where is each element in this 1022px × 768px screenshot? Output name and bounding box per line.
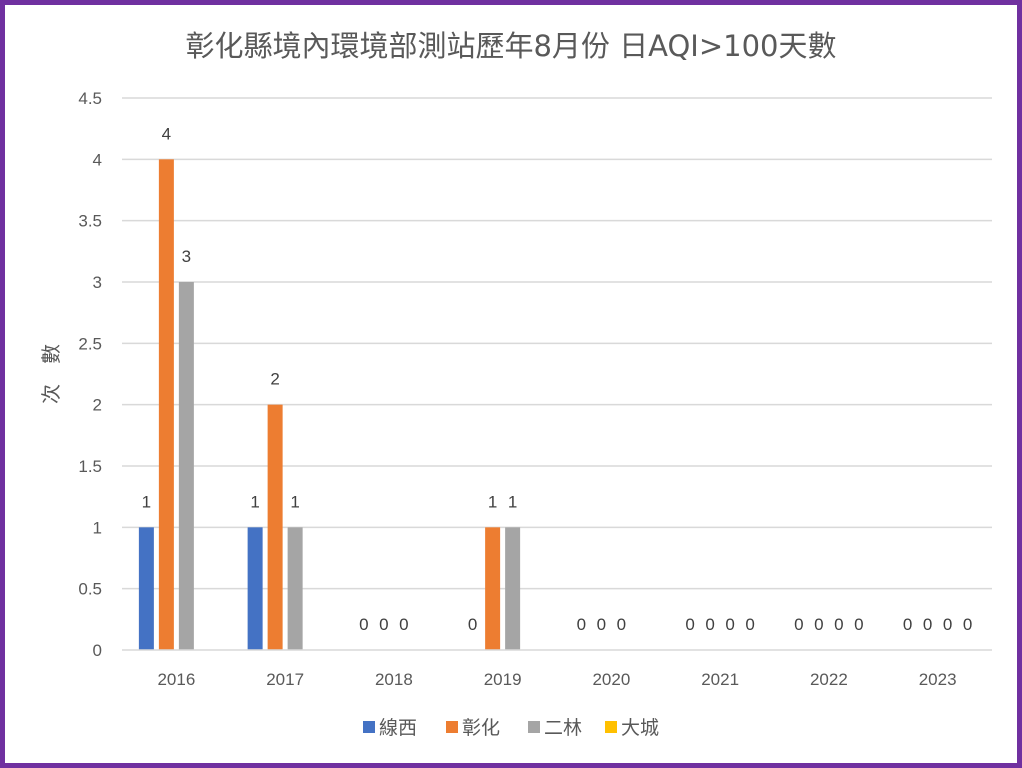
data-label: 1 <box>290 492 299 511</box>
data-label: 1 <box>508 492 517 511</box>
legend-item: 大城 <box>605 717 659 739</box>
data-label: 0 <box>597 615 606 634</box>
x-tick-label: 2018 <box>375 670 413 689</box>
x-tick-label: 2021 <box>701 670 739 689</box>
data-label: 4 <box>162 124 171 143</box>
bar <box>247 527 263 650</box>
data-label: 0 <box>705 615 714 634</box>
x-tick-label: 2016 <box>157 670 195 689</box>
data-label: 0 <box>834 615 843 634</box>
data-label: 0 <box>577 615 586 634</box>
data-label: 0 <box>794 615 803 634</box>
data-label: 0 <box>943 615 952 634</box>
legend: 線西 彰化 二林 大城 <box>363 717 659 739</box>
y-tick-label: 4 <box>93 150 102 169</box>
x-tick-label: 2022 <box>810 670 848 689</box>
data-label: 0 <box>814 615 823 634</box>
legend-label: 線西 <box>379 717 417 739</box>
data-label: 0 <box>617 615 626 634</box>
bar <box>158 159 174 651</box>
data-label: 0 <box>359 615 368 634</box>
legend-item: 彰化 <box>446 717 500 739</box>
x-tick-label: 2023 <box>919 670 957 689</box>
data-label: 0 <box>923 615 932 634</box>
y-tick-label: 0 <box>93 641 102 660</box>
x-axis-ticks: 2016 2017 2018 2019 2020 2021 2022 2023 <box>157 670 956 689</box>
data-label: 0 <box>963 615 972 634</box>
y-tick-label: 2 <box>93 396 102 415</box>
legend-swatch <box>363 721 375 733</box>
legend-swatch <box>528 721 540 733</box>
x-tick-label: 2020 <box>592 670 630 689</box>
data-label: 0 <box>399 615 408 634</box>
y-tick-label: 3.5 <box>78 212 102 231</box>
legend-item: 線西 <box>363 717 417 739</box>
data-label: 0 <box>725 615 734 634</box>
data-label: 0 <box>685 615 694 634</box>
data-label: 1 <box>488 492 497 511</box>
legend-swatch <box>446 721 458 733</box>
data-label: 0 <box>379 615 388 634</box>
bar <box>505 527 521 650</box>
bar <box>267 404 283 650</box>
chart-title: 彰化縣境內環境部測站歷年8月份 日AQI>100天數 <box>185 29 836 63</box>
legend-label: 彰化 <box>462 717 500 739</box>
data-label: 3 <box>182 247 191 266</box>
data-label: 1 <box>142 492 151 511</box>
data-label: 1 <box>250 492 259 511</box>
y-tick-label: 2.5 <box>78 334 102 353</box>
bar <box>138 527 154 650</box>
x-tick-label: 2017 <box>266 670 304 689</box>
bar <box>485 527 501 650</box>
y-axis-ticks: 0 0.5 1 1.5 2 2.5 3 3.5 4 4.5 <box>78 89 102 660</box>
bar <box>178 282 194 650</box>
data-label: 0 <box>745 615 754 634</box>
x-tick-label: 2019 <box>484 670 522 689</box>
data-label: 0 <box>903 615 912 634</box>
legend-label: 大城 <box>621 717 659 739</box>
data-label: 2 <box>270 370 279 389</box>
bar <box>287 527 303 650</box>
y-tick-label: 1.5 <box>78 457 102 476</box>
y-tick-label: 0.5 <box>78 580 102 599</box>
legend-item: 二林 <box>528 717 582 739</box>
y-tick-label: 3 <box>93 273 102 292</box>
legend-label: 二林 <box>544 717 582 739</box>
data-label: 0 <box>468 615 477 634</box>
y-tick-label: 1 <box>93 518 102 537</box>
gridlines <box>122 97 992 590</box>
y-tick-label: 4.5 <box>78 89 102 108</box>
data-label: 0 <box>854 615 863 634</box>
bars <box>138 159 521 651</box>
legend-swatch <box>605 721 617 733</box>
y-axis-label: 次 數 <box>39 344 63 404</box>
